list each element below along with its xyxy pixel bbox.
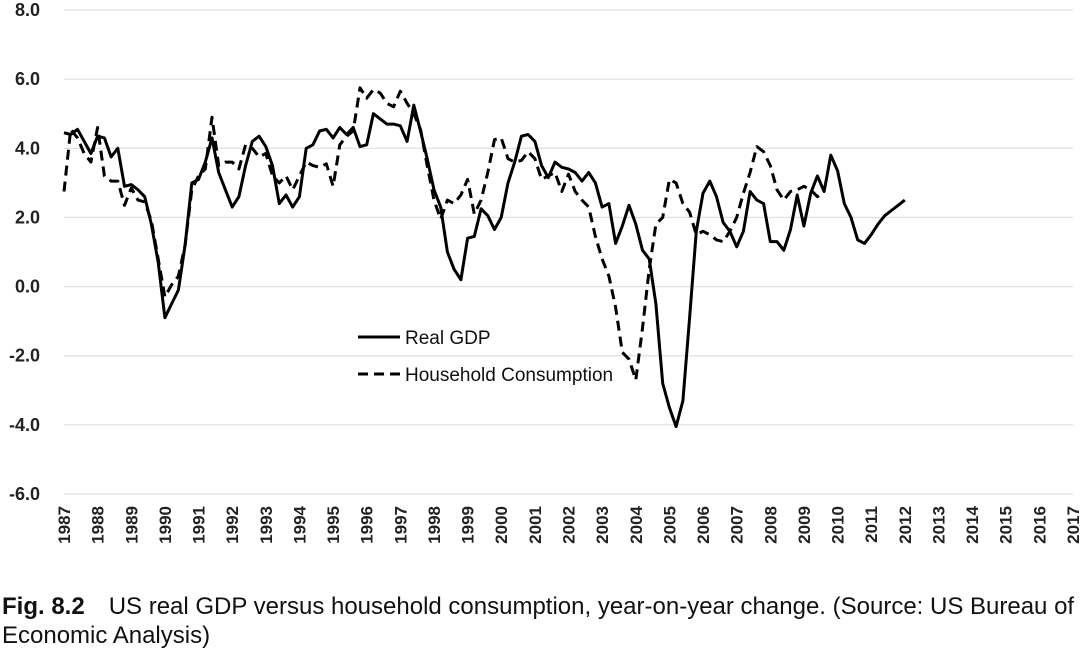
x-tick-label: 2010 (829, 506, 848, 544)
x-tick-label: 1999 (459, 506, 478, 544)
x-tick-label: 1987 (55, 506, 74, 544)
x-tick-label: 1988 (89, 506, 108, 544)
x-tick-label: 2012 (896, 506, 915, 544)
y-tick-label: 8.0 (15, 0, 40, 20)
y-tick-label: 4.0 (15, 138, 40, 158)
x-tick-label: 1996 (358, 506, 377, 544)
x-tick-label: 2014 (963, 505, 982, 543)
x-tick-label: 1994 (290, 505, 309, 543)
y-tick-label: -2.0 (9, 346, 40, 366)
figure-label: Fig. 8.2 (2, 593, 85, 620)
x-tick-label: 2000 (492, 506, 511, 544)
x-tick-label: 2011 (862, 506, 881, 543)
x-tick-label: 2003 (593, 506, 612, 544)
y-tick-label: -4.0 (9, 415, 40, 435)
x-tick-label: 1990 (156, 506, 175, 544)
y-tick-label: -6.0 (9, 484, 40, 504)
figure-caption: Fig. 8.2 US real GDP versus household con… (2, 592, 1088, 650)
legend-label-household-consumption: Household Consumption (405, 365, 613, 386)
x-tick-label: 1989 (122, 506, 141, 544)
caption-text: US real GDP versus household consumption… (2, 593, 1075, 649)
x-tick-label: 1993 (257, 506, 276, 544)
x-tick-label: 2008 (761, 506, 780, 544)
gridlines (64, 9, 1073, 495)
x-axis-ticks: 1987 1988 1989 1990 1991 1992 1993 1994 1995 1996… (55, 505, 1083, 543)
x-tick-label: 1995 (324, 506, 343, 544)
x-tick-label: 1998 (425, 506, 444, 544)
x-tick-label: 2016 (1030, 506, 1049, 544)
series-lines (62, 86, 906, 429)
x-tick-label: 2005 (660, 506, 679, 544)
y-tick-label: 0.0 (15, 277, 40, 297)
x-tick-label: 2002 (560, 506, 579, 544)
x-tick-label: 1991 (190, 506, 209, 544)
y-tick-label: 2.0 (15, 207, 40, 227)
series-line-real-gdp (63, 103, 906, 429)
x-tick-label: 2004 (627, 505, 646, 543)
x-tick-label: 1992 (223, 506, 242, 544)
x-tick-label: 2007 (728, 506, 747, 544)
x-tick-label: 2006 (694, 506, 713, 544)
series-line-household-consumption (62, 86, 826, 382)
x-tick-label: 2001 (526, 506, 545, 544)
legend: Real GDP Household Consumption (358, 328, 613, 386)
x-tick-label: 2017 (1064, 506, 1083, 544)
x-tick-label: 2013 (929, 506, 948, 544)
x-tick-label: 2009 (795, 506, 814, 544)
line-chart: 8.0 6.0 4.0 2.0 0.0 -2.0 -4.0 -6.0 1987 1988 1989… (9, 0, 1083, 544)
legend-label-real-gdp: Real GDP (405, 328, 491, 349)
x-tick-label: 1997 (391, 506, 410, 544)
y-axis-ticks: 8.0 6.0 4.0 2.0 0.0 -2.0 -4.0 -6.0 (9, 0, 40, 504)
y-tick-label: 6.0 (15, 69, 40, 89)
x-tick-label: 2015 (997, 506, 1016, 544)
